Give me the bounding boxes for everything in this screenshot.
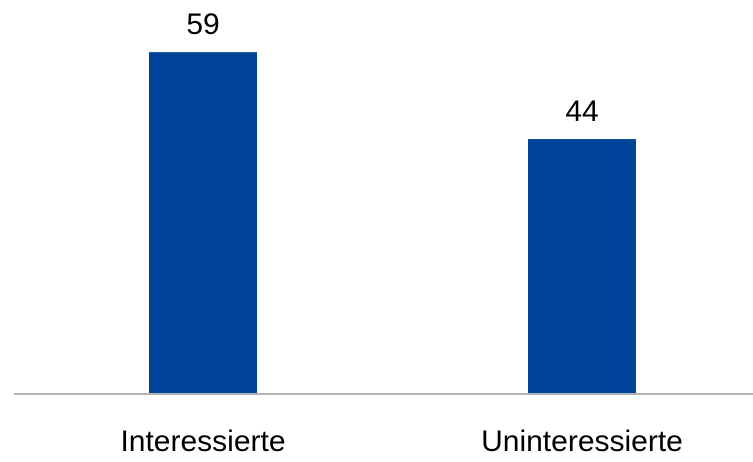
category-labels-group: Interessierte Uninteressierte xyxy=(120,425,682,458)
bar-uninteressierte xyxy=(528,139,636,394)
data-label-uninteressierte: 44 xyxy=(565,95,598,128)
category-label-interessierte: Interessierte xyxy=(120,425,285,458)
value-labels-group: 59 44 xyxy=(186,8,598,128)
bar-interessierte xyxy=(149,52,257,394)
data-label-interessierte: 59 xyxy=(186,8,219,41)
category-label-uninteressierte: Uninteressierte xyxy=(481,425,683,458)
bars-group xyxy=(149,52,636,394)
